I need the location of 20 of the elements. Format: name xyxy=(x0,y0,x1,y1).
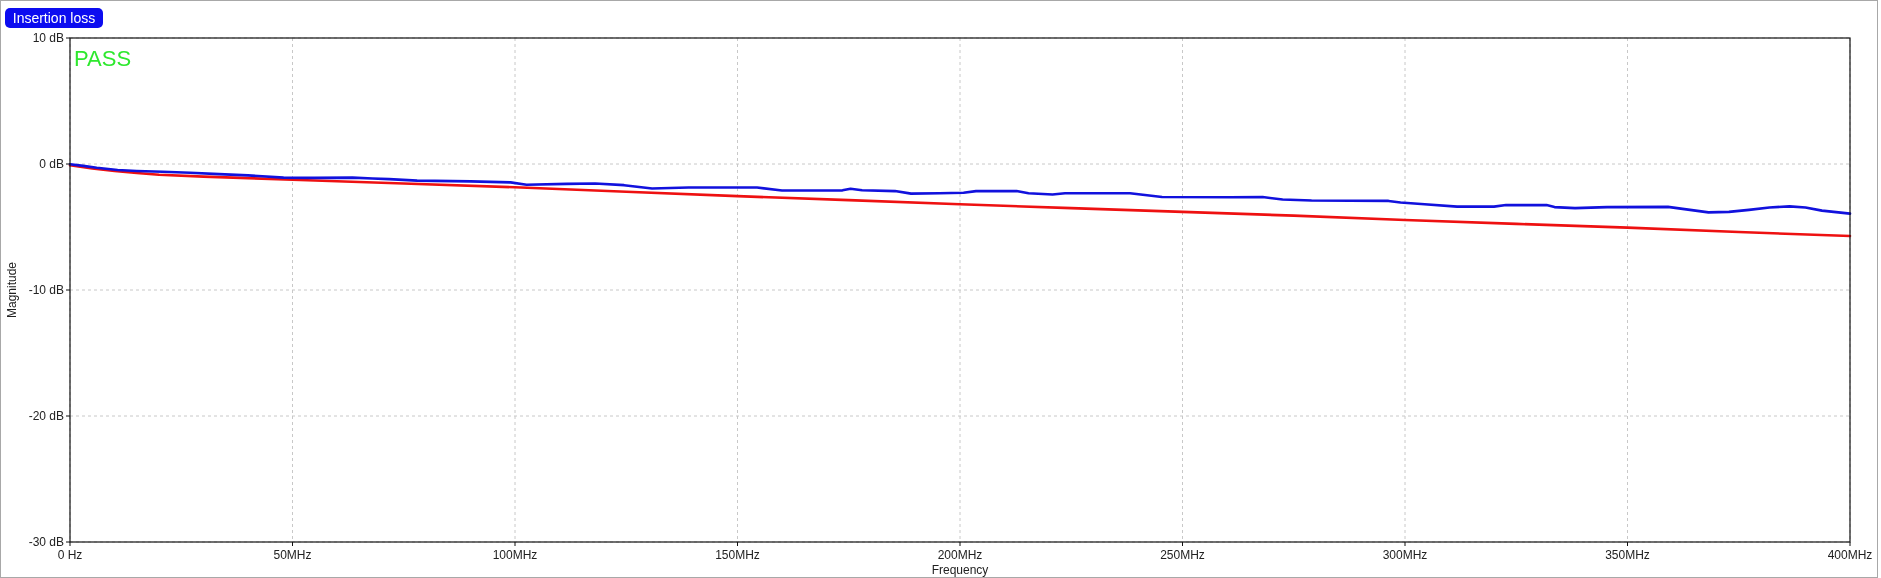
x-tick-label: 350MHz xyxy=(1605,548,1650,562)
y-tick-label: 10 dB xyxy=(32,31,64,46)
y-tick-label: -20 dB xyxy=(28,409,64,424)
x-axis-title: Frequency xyxy=(931,563,989,577)
x-tick-label: 100MHz xyxy=(492,548,538,562)
chart-title: Insertion loss xyxy=(12,10,96,26)
annotation: PASS xyxy=(74,46,132,71)
x-tick-label: 300MHz xyxy=(1382,548,1428,562)
x-tick-label: 200MHz xyxy=(937,548,983,562)
x-tick-label: 50MHz xyxy=(273,548,312,562)
y-tick-label: -30 dB xyxy=(28,535,64,550)
x-tick-label: 0 Hz xyxy=(57,548,83,562)
y-axis-title: Magnitude xyxy=(5,261,19,319)
x-tick-label: 150MHz xyxy=(715,548,760,562)
line-series xyxy=(68,162,1852,215)
line-series xyxy=(68,163,1852,238)
y-tick-label: 0 dB xyxy=(39,157,64,172)
x-tick-label: 400MHz xyxy=(1827,548,1873,562)
y-tick-label: -10 dB xyxy=(28,283,64,298)
x-tick-label: 250MHz xyxy=(1160,548,1205,562)
